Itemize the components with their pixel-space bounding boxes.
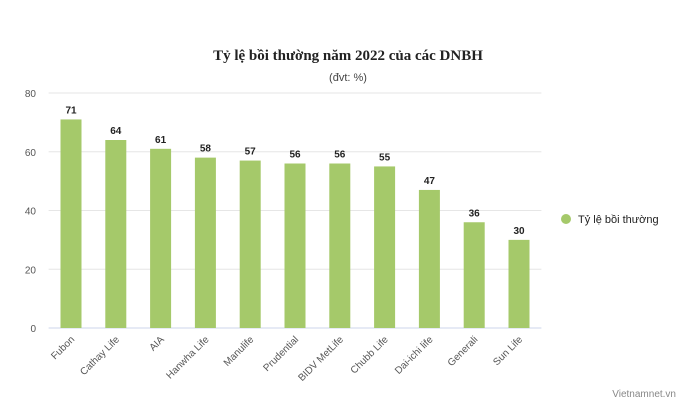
bar[interactable]: [60, 119, 82, 328]
bar[interactable]: [329, 163, 351, 329]
bar[interactable]: [105, 140, 127, 328]
x-tick-label: BIDV MetLife: [296, 334, 346, 384]
x-tick-label: Cathay Life: [78, 334, 122, 378]
x-tick-label: Sun Life: [491, 334, 525, 368]
y-tick-label: 40: [25, 207, 37, 218]
data-label: 64: [110, 126, 122, 137]
bar[interactable]: [150, 148, 172, 328]
bar[interactable]: [239, 160, 261, 328]
bar[interactable]: [284, 163, 306, 329]
data-label: 58: [200, 144, 212, 155]
x-tick-label: Fubon: [49, 334, 77, 362]
data-label: 56: [334, 150, 346, 161]
data-label: 57: [245, 147, 257, 158]
bar[interactable]: [463, 222, 485, 328]
legend-marker: [561, 214, 571, 224]
y-tick-label: 60: [25, 148, 37, 159]
legend-label: Tỷ lệ bồi thường: [578, 214, 659, 226]
legend[interactable]: Tỷ lệ bồi thường: [561, 214, 659, 226]
y-tick-label: 20: [25, 265, 37, 276]
x-tick-label: Dai-ichi life: [393, 334, 436, 377]
data-label: 71: [65, 105, 77, 116]
chart-subtitle: (đvt: %): [329, 72, 367, 84]
data-label: 55: [379, 152, 391, 163]
data-label: 30: [513, 226, 525, 237]
x-tick-label: Manulife: [222, 334, 257, 369]
bar[interactable]: [374, 166, 396, 328]
bar[interactable]: [194, 157, 216, 328]
credit: Vietnamnet.vn: [612, 389, 676, 400]
chart-title: Tỷ lệ bồi thường năm 2022 của các DNBH: [213, 48, 483, 64]
y-tick-label: 80: [25, 89, 37, 100]
data-label: 61: [155, 135, 167, 146]
bar[interactable]: [418, 189, 440, 328]
x-tick-label: Generali: [446, 334, 481, 369]
y-tick-label: 0: [30, 324, 36, 335]
data-label: 47: [424, 176, 436, 187]
data-label: 56: [289, 150, 301, 161]
bar[interactable]: [508, 239, 530, 328]
x-tick-label: AIA: [148, 334, 167, 353]
x-tick-label: Prudential: [262, 334, 302, 374]
x-tick-label: Hanwha Life: [164, 334, 211, 381]
x-tick-label: Chubb Life: [349, 334, 391, 376]
data-label: 36: [469, 208, 481, 219]
